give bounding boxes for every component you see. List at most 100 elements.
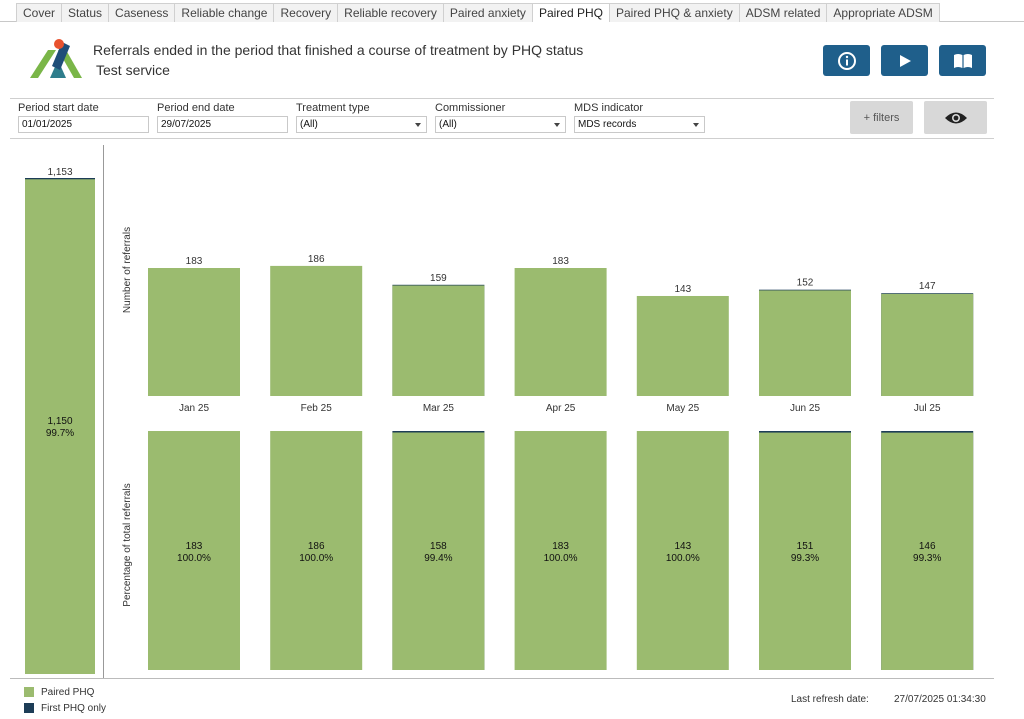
play-icon [899, 54, 911, 67]
month-label-feb-25: Feb 25 [301, 403, 333, 414]
tab-reliable-change[interactable]: Reliable change [174, 3, 274, 22]
tab-cover[interactable]: Cover [16, 3, 62, 22]
count-label-feb-25: 186 [308, 254, 325, 265]
pct-bar-paired-jan-25 [148, 431, 240, 670]
filters-top-divider [10, 98, 994, 99]
pct-count-label-jun-25: 151 [797, 541, 814, 552]
legend-label-first-only: First PHQ only [41, 702, 107, 714]
count-label-jan-25: 183 [186, 256, 203, 267]
service-logo [30, 39, 82, 78]
total-bar-paired [25, 179, 95, 675]
pct-bar-paired-may-25 [636, 431, 729, 670]
pct-count-label-jan-25: 183 [186, 541, 203, 552]
commissioner-select[interactable]: (All) [435, 116, 566, 133]
mds-indicator-select[interactable]: MDS records [574, 116, 705, 133]
page-title: Referrals ended in the period that finis… [93, 42, 584, 58]
pct-count-label-may-25: 143 [674, 541, 691, 552]
legend-item-first-only: First PHQ only [24, 700, 106, 716]
tab-list: Cover Status Caseness Reliable change Recove… [16, 3, 940, 22]
pct-bar-paired-apr-25 [514, 431, 607, 670]
tab-paired-anxiety[interactable]: Paired anxiety [442, 3, 532, 22]
pct-value-label-jun-25: 99.3% [791, 553, 819, 564]
tab-appropriate-adsm[interactable]: Appropriate ADSM [826, 3, 940, 22]
legend-label-paired: Paired PHQ [41, 686, 95, 698]
month-label-jun-25: Jun 25 [790, 403, 820, 414]
pct-value-label-jan-25: 100.0% [177, 553, 211, 564]
total-value-label: 1,153 [47, 167, 72, 178]
pct-count-label-mar-25: 158 [430, 541, 447, 552]
count-bar-paired-jun-25 [759, 290, 851, 396]
pct-count-label-feb-25: 186 [308, 541, 325, 552]
legend-item-paired: Paired PHQ [24, 684, 106, 700]
pct-value-label-apr-25: 100.0% [544, 553, 578, 564]
tab-adsm-related[interactable]: ADSM related [738, 3, 827, 22]
mds-indicator-value: MDS records [578, 119, 637, 130]
period-start-filter: Period start date 01/01/2025 [18, 101, 149, 133]
count-label-mar-25: 159 [430, 273, 447, 284]
guide-button[interactable] [939, 45, 986, 76]
mds-indicator-filter: MDS indicator MDS records [574, 101, 705, 133]
count-bar-paired-may-25 [636, 295, 729, 396]
month-label-mar-25: Mar 25 [423, 403, 455, 414]
treatment-type-value: (All) [300, 119, 318, 130]
pct-bar-paired-jun-25 [759, 432, 851, 670]
chart-legend: Paired PHQ First PHQ only [24, 684, 106, 716]
info-button[interactable] [823, 45, 870, 76]
play-button[interactable] [881, 45, 928, 76]
commissioner-filter: Commissioner (All) [435, 101, 566, 133]
legend-swatch-paired [24, 687, 34, 697]
legend-swatch-first-only [24, 703, 34, 713]
chevron-down-icon [415, 123, 421, 127]
pct-value-label-may-25: 100.0% [666, 553, 700, 564]
bottom-y-axis-title: Percentage of total referrals [122, 483, 133, 606]
count-bar-paired-mar-25 [392, 285, 485, 396]
tab-reliable-recovery[interactable]: Reliable recovery [337, 3, 443, 22]
tab-paired-phq-anxiety[interactable]: Paired PHQ & anxiety [608, 3, 739, 22]
pct-value-label-mar-25: 99.4% [424, 553, 452, 564]
month-label-jan-25: Jan 25 [179, 403, 209, 414]
period-start-label: Period start date [18, 102, 99, 114]
treatment-type-label: Treatment type [296, 102, 370, 114]
count-label-apr-25: 183 [552, 256, 569, 267]
show-hide-button[interactable] [924, 101, 987, 134]
month-label-may-25: May 25 [666, 403, 699, 414]
tab-recovery[interactable]: Recovery [273, 3, 338, 22]
chevron-down-icon [693, 123, 699, 127]
pct-count-label-apr-25: 183 [552, 541, 569, 552]
period-start-input[interactable]: 01/01/2025 [18, 116, 149, 133]
treatment-type-select[interactable]: (All) [296, 116, 427, 133]
chart-separator [103, 145, 104, 678]
treatment-type-filter: Treatment type (All) [296, 101, 427, 133]
pct-value-label-jul-25: 99.3% [913, 553, 941, 564]
period-end-filter: Period end date 29/07/2025 [157, 101, 288, 133]
pct-bar-paired-jul-25 [881, 432, 974, 670]
eye-icon [944, 112, 967, 123]
count-bar-paired-jan-25 [148, 268, 240, 396]
info-icon [837, 51, 856, 70]
total-paired-pct-label: 99.7% [46, 428, 74, 439]
mds-indicator-label: MDS indicator [574, 102, 644, 114]
count-bar-paired-feb-25 [270, 265, 363, 396]
pct-bar-paired-feb-25 [270, 431, 363, 670]
chart-bottom-divider [10, 678, 994, 679]
more-filters-button[interactable]: + filters [850, 101, 913, 134]
tab-status[interactable]: Status [61, 3, 109, 22]
tab-caseness[interactable]: Caseness [108, 3, 175, 22]
period-end-input[interactable]: 29/07/2025 [157, 116, 288, 133]
top-y-axis-title: Number of referrals [122, 227, 133, 313]
chevron-down-icon [554, 123, 560, 127]
filters-bottom-divider [10, 138, 994, 139]
refresh-label: Last refresh date: [791, 694, 869, 705]
commissioner-label: Commissioner [435, 102, 506, 114]
book-icon [953, 53, 972, 68]
pct-bar-paired-mar-25 [392, 432, 485, 670]
count-label-jun-25: 152 [797, 278, 814, 289]
count-label-may-25: 143 [674, 284, 691, 295]
tab-bar: Cover Status Caseness Reliable change Recove… [0, 0, 1024, 22]
service-name: Test service [96, 62, 170, 78]
pct-value-label-feb-25: 100.0% [299, 553, 333, 564]
tab-paired-phq[interactable]: Paired PHQ [531, 3, 609, 22]
refresh-value: 27/07/2025 01:34:30 [894, 694, 986, 705]
month-label-jul-25: Jul 25 [914, 403, 941, 414]
